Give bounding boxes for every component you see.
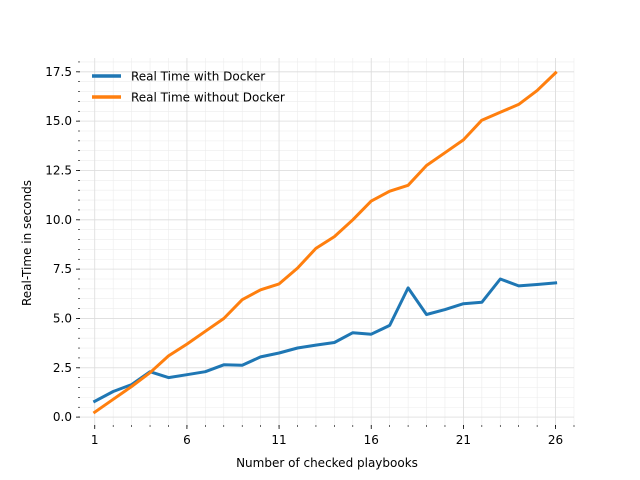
legend-label-2: Real Time without Docker <box>131 91 285 105</box>
y-tick-label: 5.0 <box>53 311 72 325</box>
grid <box>80 58 575 425</box>
y-tick-label: 0.0 <box>53 410 72 424</box>
axes: 1 6 11 16 21 260.02.55.07.510.012.515.017.5 <box>45 61 575 447</box>
x-axis-label: Number of checked playbooks <box>236 456 418 470</box>
x-tick-label: 11 <box>271 433 286 447</box>
legend: Real Time with Docker Real Time without D… <box>92 70 285 105</box>
series-line-1 <box>92 277 558 404</box>
x-tick-label: 21 <box>456 433 471 447</box>
x-tick-label: 1 <box>91 433 99 447</box>
x-tick-label: 26 <box>548 433 563 447</box>
y-tick-label: 2.5 <box>53 361 72 375</box>
y-tick-label: 15.0 <box>45 114 72 128</box>
x-tick-label: 16 <box>364 433 379 447</box>
y-tick-label: 7.5 <box>53 262 72 276</box>
x-tick-label: 6 <box>183 433 191 447</box>
y-tick-label: 17.5 <box>45 65 72 79</box>
y-tick-label: 12.5 <box>45 163 72 177</box>
y-axis-label: Real-Time in seconds <box>20 180 34 306</box>
series-line-2 <box>92 70 558 415</box>
y-tick-label: 10.0 <box>45 213 72 227</box>
series-lines <box>92 70 558 415</box>
legend-label-1: Real Time with Docker <box>131 70 265 84</box>
